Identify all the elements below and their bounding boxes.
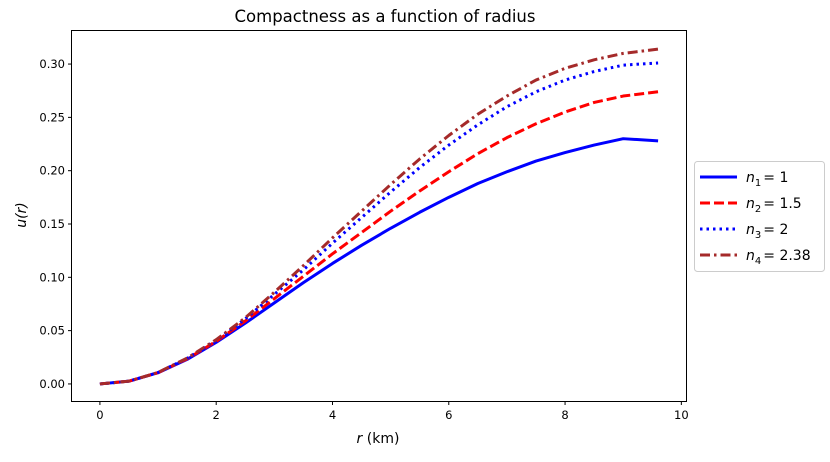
x-tick-label: 0	[96, 408, 103, 422]
y-tick-label: 0.20	[39, 164, 65, 178]
legend-label-var: n	[746, 222, 755, 238]
legend-label-value: 2	[779, 222, 788, 238]
legend-label-subscript: 3	[755, 230, 761, 241]
legend-label-subscript: 2	[755, 204, 761, 215]
legend-label-equals: =	[763, 196, 779, 212]
legend-label-equals: =	[763, 248, 779, 264]
legend-label-n2: n2 = 1.5	[746, 196, 802, 215]
y-tick-label: 0.00	[39, 377, 65, 391]
legend-label-value: 2.38	[779, 248, 810, 264]
series-line-n2	[99, 90, 659, 386]
y-axis-ticks: 0.00 0.05 0.10 0.15 0.20 0.25 0.30	[39, 57, 72, 391]
plot-area	[71, 30, 687, 402]
chart-title: Compactness as a function of radius	[235, 7, 536, 26]
legend-label-subscript: 1	[755, 178, 761, 189]
x-axis-label-unit: (km)	[362, 431, 399, 447]
x-tick-label: 10	[674, 408, 689, 422]
series-layer	[99, 47, 659, 386]
legend-label-value: 1	[779, 170, 788, 186]
series-line-n1	[99, 137, 659, 386]
legend-label-var: n	[746, 170, 755, 186]
x-axis-label: r (km)	[357, 431, 400, 447]
legend-label-n3: n3 = 2	[746, 222, 788, 241]
legend-label-n1: n1 = 1	[746, 170, 788, 189]
y-tick-label: 0.30	[39, 57, 65, 71]
legend-label-n4: n4 = 2.38	[746, 248, 811, 267]
x-tick-label: 6	[445, 408, 452, 422]
y-tick-label: 0.05	[39, 324, 65, 338]
plot-frame	[71, 30, 687, 402]
legend-label-var: n	[746, 248, 755, 264]
y-tick-label: 0.15	[39, 217, 65, 231]
legend-label-subscript: 4	[755, 256, 761, 267]
y-axis-label: u(r)	[14, 202, 30, 228]
series-line-n3	[99, 61, 659, 386]
legend-label-equals: =	[763, 222, 779, 238]
x-tick-label: 8	[561, 408, 568, 422]
y-tick-label: 0.25	[39, 110, 65, 124]
x-tick-label: 2	[213, 408, 220, 422]
series-line-n4	[99, 47, 659, 386]
y-tick-label: 0.10	[39, 270, 65, 284]
x-axis-ticks: 0 2 4 6 8 10	[96, 401, 689, 422]
x-tick-label: 4	[329, 408, 336, 422]
legend-label-value: 1.5	[779, 196, 801, 212]
legend-frame	[694, 161, 825, 272]
legend: n1 = 1n2 = 1.5n3 = 2n4 = 2.38	[694, 161, 825, 272]
legend-label-var: n	[746, 196, 755, 212]
x-axis-label-var: r	[357, 431, 364, 447]
legend-label-equals: =	[763, 170, 779, 186]
